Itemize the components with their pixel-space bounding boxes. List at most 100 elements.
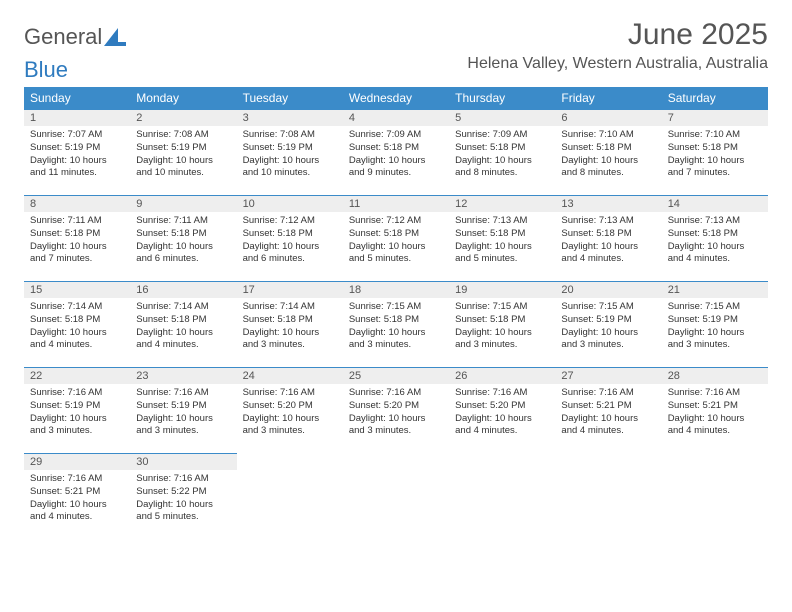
calendar-cell: 2Sunrise: 7:08 AMSunset: 5:19 PMDaylight… (130, 109, 236, 195)
calendar-cell: 30Sunrise: 7:16 AMSunset: 5:22 PMDayligh… (130, 453, 236, 539)
day-number: 21 (662, 281, 768, 298)
day-number: 18 (343, 281, 449, 298)
calendar-row: 22Sunrise: 7:16 AMSunset: 5:19 PMDayligh… (24, 367, 768, 453)
calendar-cell: 18Sunrise: 7:15 AMSunset: 5:18 PMDayligh… (343, 281, 449, 367)
calendar-cell: 13Sunrise: 7:13 AMSunset: 5:18 PMDayligh… (555, 195, 661, 281)
calendar-cell: 28Sunrise: 7:16 AMSunset: 5:21 PMDayligh… (662, 367, 768, 453)
calendar-cell (662, 453, 768, 539)
day-body: Sunrise: 7:16 AMSunset: 5:22 PMDaylight:… (130, 470, 236, 524)
day-body: Sunrise: 7:13 AMSunset: 5:18 PMDaylight:… (555, 212, 661, 266)
day-body: Sunrise: 7:12 AMSunset: 5:18 PMDaylight:… (343, 212, 449, 266)
weekday-header: Saturday (662, 87, 768, 109)
day-number: 26 (449, 367, 555, 384)
calendar-cell: 17Sunrise: 7:14 AMSunset: 5:18 PMDayligh… (237, 281, 343, 367)
logo-sail-icon (104, 28, 126, 46)
weekday-header: Monday (130, 87, 236, 109)
calendar-cell: 8Sunrise: 7:11 AMSunset: 5:18 PMDaylight… (24, 195, 130, 281)
weekday-header: Thursday (449, 87, 555, 109)
calendar-cell: 3Sunrise: 7:08 AMSunset: 5:19 PMDaylight… (237, 109, 343, 195)
day-body: Sunrise: 7:09 AMSunset: 5:18 PMDaylight:… (449, 126, 555, 180)
day-body: Sunrise: 7:16 AMSunset: 5:21 PMDaylight:… (662, 384, 768, 438)
calendar-cell: 16Sunrise: 7:14 AMSunset: 5:18 PMDayligh… (130, 281, 236, 367)
day-body: Sunrise: 7:10 AMSunset: 5:18 PMDaylight:… (662, 126, 768, 180)
day-body: Sunrise: 7:15 AMSunset: 5:19 PMDaylight:… (662, 298, 768, 352)
day-number: 12 (449, 195, 555, 212)
day-body: Sunrise: 7:13 AMSunset: 5:18 PMDaylight:… (662, 212, 768, 266)
day-body: Sunrise: 7:16 AMSunset: 5:20 PMDaylight:… (449, 384, 555, 438)
day-number: 1 (24, 109, 130, 126)
day-body: Sunrise: 7:15 AMSunset: 5:19 PMDaylight:… (555, 298, 661, 352)
logo-text-1: General (24, 24, 102, 50)
day-number: 28 (662, 367, 768, 384)
day-body: Sunrise: 7:16 AMSunset: 5:20 PMDaylight:… (343, 384, 449, 438)
calendar-cell (237, 453, 343, 539)
calendar-cell: 5Sunrise: 7:09 AMSunset: 5:18 PMDaylight… (449, 109, 555, 195)
calendar-cell: 24Sunrise: 7:16 AMSunset: 5:20 PMDayligh… (237, 367, 343, 453)
day-number: 22 (24, 367, 130, 384)
day-body: Sunrise: 7:16 AMSunset: 5:19 PMDaylight:… (24, 384, 130, 438)
weekday-header: Wednesday (343, 87, 449, 109)
calendar-cell: 20Sunrise: 7:15 AMSunset: 5:19 PMDayligh… (555, 281, 661, 367)
day-number: 16 (130, 281, 236, 298)
calendar-row: 8Sunrise: 7:11 AMSunset: 5:18 PMDaylight… (24, 195, 768, 281)
calendar-row: 1Sunrise: 7:07 AMSunset: 5:19 PMDaylight… (24, 109, 768, 195)
day-body: Sunrise: 7:14 AMSunset: 5:18 PMDaylight:… (237, 298, 343, 352)
calendar-row: 15Sunrise: 7:14 AMSunset: 5:18 PMDayligh… (24, 281, 768, 367)
day-number: 29 (24, 453, 130, 470)
day-body: Sunrise: 7:15 AMSunset: 5:18 PMDaylight:… (449, 298, 555, 352)
day-body: Sunrise: 7:08 AMSunset: 5:19 PMDaylight:… (237, 126, 343, 180)
weekday-header: Friday (555, 87, 661, 109)
day-number: 8 (24, 195, 130, 212)
logo: General (24, 18, 126, 50)
calendar-cell (555, 453, 661, 539)
day-number: 4 (343, 109, 449, 126)
day-body: Sunrise: 7:16 AMSunset: 5:19 PMDaylight:… (130, 384, 236, 438)
day-body: Sunrise: 7:11 AMSunset: 5:18 PMDaylight:… (24, 212, 130, 266)
calendar-cell: 21Sunrise: 7:15 AMSunset: 5:19 PMDayligh… (662, 281, 768, 367)
day-number: 9 (130, 195, 236, 212)
weekday-header: Tuesday (237, 87, 343, 109)
weekday-header: Sunday (24, 87, 130, 109)
day-number: 6 (555, 109, 661, 126)
day-number: 14 (662, 195, 768, 212)
day-body: Sunrise: 7:16 AMSunset: 5:20 PMDaylight:… (237, 384, 343, 438)
calendar-cell: 15Sunrise: 7:14 AMSunset: 5:18 PMDayligh… (24, 281, 130, 367)
day-body: Sunrise: 7:12 AMSunset: 5:18 PMDaylight:… (237, 212, 343, 266)
day-number: 11 (343, 195, 449, 212)
weekday-header-row: Sunday Monday Tuesday Wednesday Thursday… (24, 87, 768, 109)
calendar-cell: 19Sunrise: 7:15 AMSunset: 5:18 PMDayligh… (449, 281, 555, 367)
calendar-cell: 9Sunrise: 7:11 AMSunset: 5:18 PMDaylight… (130, 195, 236, 281)
logo-text-2: Blue (24, 57, 768, 83)
calendar-cell: 22Sunrise: 7:16 AMSunset: 5:19 PMDayligh… (24, 367, 130, 453)
calendar-cell: 7Sunrise: 7:10 AMSunset: 5:18 PMDaylight… (662, 109, 768, 195)
day-number: 5 (449, 109, 555, 126)
day-body: Sunrise: 7:08 AMSunset: 5:19 PMDaylight:… (130, 126, 236, 180)
day-number: 7 (662, 109, 768, 126)
day-body: Sunrise: 7:13 AMSunset: 5:18 PMDaylight:… (449, 212, 555, 266)
day-number: 25 (343, 367, 449, 384)
day-body: Sunrise: 7:09 AMSunset: 5:18 PMDaylight:… (343, 126, 449, 180)
calendar-cell (449, 453, 555, 539)
day-body: Sunrise: 7:07 AMSunset: 5:19 PMDaylight:… (24, 126, 130, 180)
day-number: 23 (130, 367, 236, 384)
day-number: 13 (555, 195, 661, 212)
calendar-row: 29Sunrise: 7:16 AMSunset: 5:21 PMDayligh… (24, 453, 768, 539)
day-number: 24 (237, 367, 343, 384)
day-body: Sunrise: 7:16 AMSunset: 5:21 PMDaylight:… (24, 470, 130, 524)
calendar-cell: 29Sunrise: 7:16 AMSunset: 5:21 PMDayligh… (24, 453, 130, 539)
calendar-cell: 25Sunrise: 7:16 AMSunset: 5:20 PMDayligh… (343, 367, 449, 453)
calendar-cell: 14Sunrise: 7:13 AMSunset: 5:18 PMDayligh… (662, 195, 768, 281)
day-body: Sunrise: 7:16 AMSunset: 5:21 PMDaylight:… (555, 384, 661, 438)
calendar-cell: 6Sunrise: 7:10 AMSunset: 5:18 PMDaylight… (555, 109, 661, 195)
day-body: Sunrise: 7:14 AMSunset: 5:18 PMDaylight:… (130, 298, 236, 352)
day-body: Sunrise: 7:10 AMSunset: 5:18 PMDaylight:… (555, 126, 661, 180)
day-number: 10 (237, 195, 343, 212)
page-title: June 2025 (467, 18, 768, 51)
calendar-cell: 26Sunrise: 7:16 AMSunset: 5:20 PMDayligh… (449, 367, 555, 453)
day-number: 17 (237, 281, 343, 298)
calendar-cell (343, 453, 449, 539)
day-number: 30 (130, 453, 236, 470)
day-body: Sunrise: 7:15 AMSunset: 5:18 PMDaylight:… (343, 298, 449, 352)
day-body: Sunrise: 7:14 AMSunset: 5:18 PMDaylight:… (24, 298, 130, 352)
calendar-cell: 1Sunrise: 7:07 AMSunset: 5:19 PMDaylight… (24, 109, 130, 195)
